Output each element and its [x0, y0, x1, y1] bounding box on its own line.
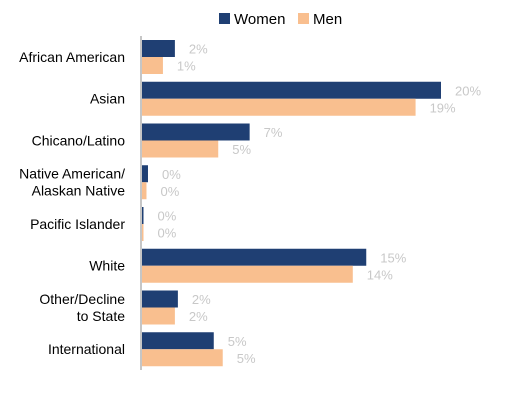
category-label-7: International	[48, 341, 125, 357]
bar-women-7	[142, 332, 214, 350]
value-label-men-5: 14%	[367, 267, 393, 282]
value-label-men-6: 2%	[189, 309, 208, 324]
category-label-0: African American	[19, 49, 125, 65]
category-label-4: Pacific Islander	[30, 216, 125, 232]
value-labels: 2% 1% 20% 19% 7% 5% 0% 0% 0% 0% 15% 14% 2% 2% 5% 5%	[157, 42, 481, 366]
category-label-3-line-0: Native American/	[19, 166, 125, 182]
value-label-women-1: 20%	[455, 83, 481, 98]
bar-women-1	[142, 81, 441, 99]
value-label-women-7: 5%	[228, 334, 247, 349]
bar-women-2	[142, 123, 250, 141]
value-label-men-7: 5%	[237, 351, 256, 366]
bar-men-3	[142, 182, 147, 200]
category-label-2: Chicano/Latino	[32, 132, 126, 148]
category-label-6-line-1: to State	[77, 308, 125, 324]
bars	[142, 40, 441, 367]
bar-men-6	[142, 307, 175, 325]
value-label-men-1: 19%	[430, 100, 456, 115]
bar-men-0	[142, 57, 163, 74]
bar-men-1	[142, 98, 416, 116]
category-label-3-line-1: Alaskan Native	[32, 183, 126, 199]
bar-women-0	[142, 40, 175, 57]
value-label-men-4: 0%	[157, 226, 176, 241]
bar-men-4	[142, 224, 144, 241]
value-label-women-6: 2%	[192, 292, 211, 307]
bar-men-2	[142, 140, 219, 158]
legend-swatch-men	[298, 13, 309, 24]
bar-men-5	[142, 265, 353, 283]
bar-women-3	[142, 165, 148, 183]
legend-label-women: Women	[234, 11, 285, 28]
legend: Women Men	[219, 11, 342, 28]
category-label-6-line-0: Other/Decline	[39, 291, 125, 307]
value-label-women-5: 15%	[380, 250, 406, 265]
category-labels: African American Asian Chicano/Latino Nativ…	[19, 49, 125, 357]
bar-women-4	[142, 207, 144, 224]
value-label-women-0: 2%	[189, 42, 208, 57]
bar-women-6	[142, 290, 178, 308]
value-label-men-0: 1%	[177, 59, 196, 74]
value-label-men-2: 5%	[232, 142, 251, 157]
category-label-5: White	[89, 258, 125, 274]
bar-women-5	[142, 248, 367, 266]
value-label-women-4: 0%	[157, 209, 176, 224]
bar-men-7	[142, 349, 223, 367]
value-label-women-3: 0%	[162, 167, 181, 182]
category-label-1: Asian	[90, 91, 125, 107]
legend-swatch-women	[219, 13, 230, 24]
value-label-men-3: 0%	[160, 184, 179, 199]
value-label-women-2: 7%	[264, 125, 283, 140]
legend-label-men: Men	[313, 11, 342, 28]
